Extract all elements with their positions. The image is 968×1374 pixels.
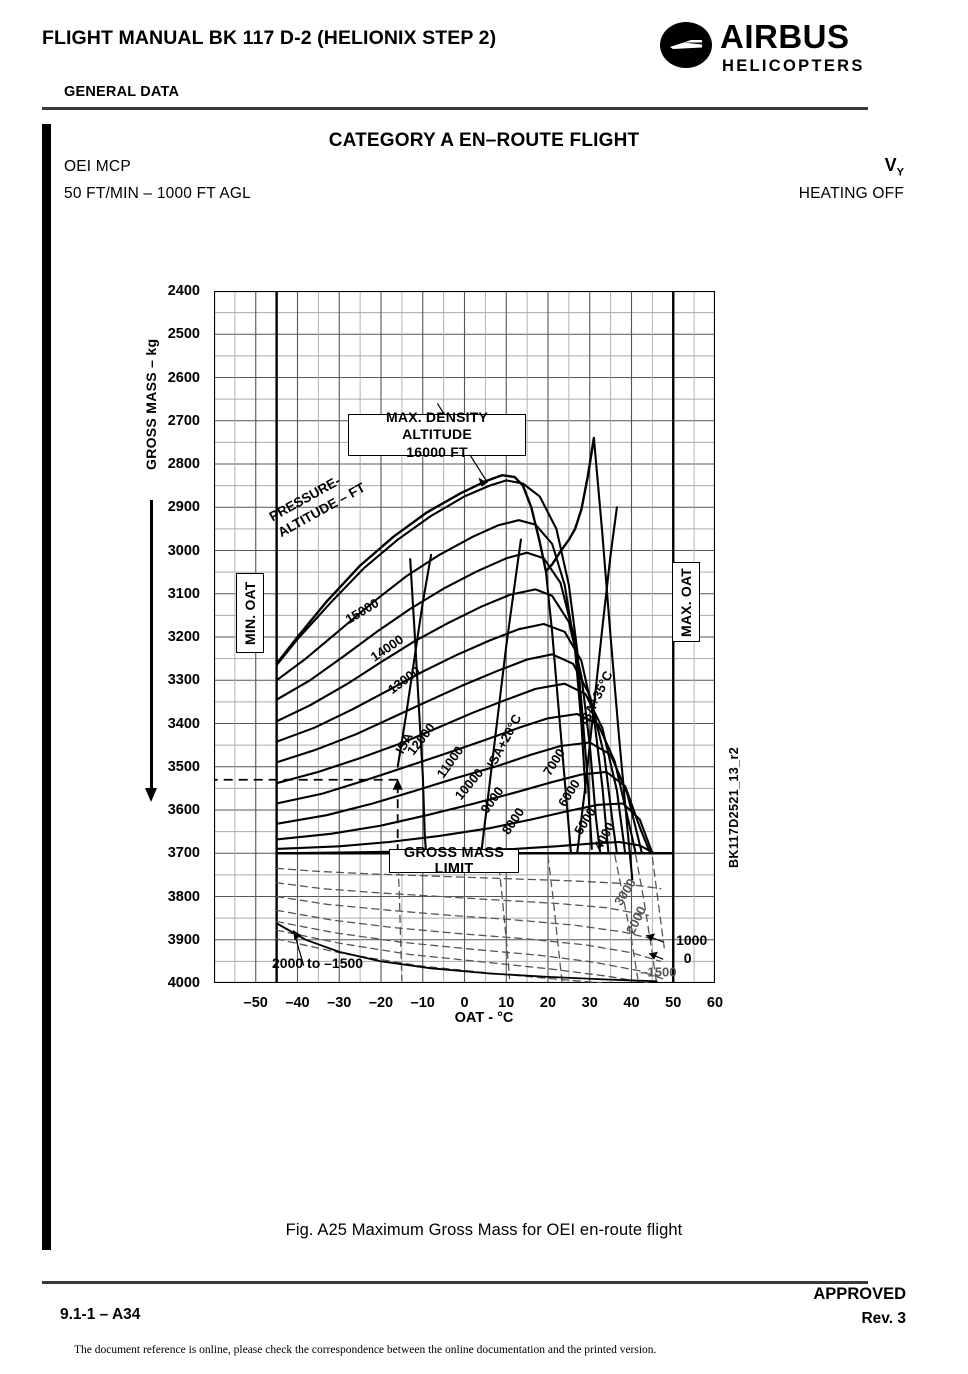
y-axis-tick-label: 2900 (167, 499, 200, 516)
x-axis-tick-label: –10 (410, 995, 435, 1011)
y-axis-tick-label: 2400 (167, 283, 200, 299)
manual-title: FLIGHT MANUAL BK 117 D-2 (HELIONIX STEP … (42, 27, 497, 49)
max-oat-label: MAX. OAT (672, 562, 700, 642)
chart-curves (214, 291, 675, 983)
y-axis-tick-label: 3000 (167, 542, 200, 559)
revision-number: Rev. 3 (861, 1310, 906, 1327)
y-axis-tick-label: 3200 (167, 629, 200, 645)
y-axis-tick-label: 2500 (167, 326, 200, 343)
condition-rate: 50 FT/MIN – 1000 FT AGL (64, 185, 251, 202)
figure-caption: Fig. A25 Maximum Gross Mass for OEI en-r… (285, 1221, 683, 1239)
header-divider (42, 107, 868, 110)
x-axis-tick-label: 50 (665, 995, 682, 1011)
x-axis-tick-label: 60 (706, 995, 724, 1011)
disclaimer-text: The document reference is online, please… (74, 1344, 657, 1356)
footer-divider (42, 1281, 868, 1284)
performance-chart (214, 291, 715, 983)
logo-brand-text: AIRBUS (720, 18, 850, 55)
x-axis-tick-label: 40 (623, 995, 640, 1011)
y-axis-tick-label: 3700 (167, 845, 200, 862)
heating-label: HEATING OFF (798, 185, 904, 202)
gross-mass-limit-label: GROSS MASS LIMIT (389, 845, 519, 877)
y-axis-tick-label: 3300 (167, 672, 200, 689)
x-axis-tick-label: 30 (581, 995, 598, 1011)
page-title: CATEGORY A EN–ROUTE FLIGHT (328, 130, 640, 151)
logo-swoosh-icon (670, 40, 702, 49)
x-axis-tick-label: 0 (460, 995, 469, 1011)
x-axis-tick-label: –20 (368, 995, 394, 1011)
example-readoff-lines (214, 778, 403, 854)
speed-subscript: Y (896, 166, 904, 179)
x-axis-tick-label: 10 (498, 995, 515, 1011)
y-axis-tick-label: 4000 (167, 975, 200, 991)
x-axis-tick-label: –40 (285, 995, 310, 1011)
x-axis-tick-label: –50 (243, 995, 268, 1011)
mda-line1: MAX. DENSITY ALTITUDE (386, 408, 488, 443)
approval-status: APPROVED (813, 1285, 906, 1303)
y-axis-tick-label: 3600 (167, 802, 200, 818)
y-axis-tick-label: 3800 (167, 888, 200, 905)
y-axis-tick-label: 3100 (167, 585, 200, 602)
speed-v: V (884, 155, 897, 175)
y-axis-tick-label: 3400 (167, 715, 200, 732)
max-density-altitude-callout: MAX. DENSITY ALTITUDE 16000 FT (348, 409, 526, 460)
dashed-curve-range-label: 2000 to –1500 (272, 955, 364, 971)
y-axis-tick-label: 2800 (167, 456, 200, 472)
curve-label: 0 (683, 949, 692, 966)
condition-power: OEI MCP (64, 158, 131, 175)
section-label: GENERAL DATA (64, 84, 180, 100)
min-oat-label: MIN. OAT (236, 573, 264, 653)
y-axis-tick-label: 2700 (167, 412, 200, 429)
x-axis-tick-label: 20 (539, 995, 557, 1011)
y-axis-title: GROSS MASS – kg (143, 338, 159, 470)
curve-label: –1500 (640, 964, 677, 980)
page-number: 9.1-1 – A34 (60, 1306, 141, 1323)
y-axis-tick-label: 3900 (167, 931, 200, 948)
x-axis-title: OAT - °C (454, 1010, 514, 1026)
change-bar (42, 124, 51, 1250)
y-axis-tick-label: 2600 (167, 369, 200, 386)
x-axis-tick-label: –30 (327, 995, 352, 1011)
mda-line2: 16000 FT (406, 443, 468, 460)
speed-label: VY (885, 155, 904, 179)
y-axis-tick-label: 3500 (167, 758, 200, 775)
airbus-helicopters-logo: AIRBUS HELICOPTERS (660, 20, 910, 82)
y-axis-direction-arrow-icon (145, 500, 156, 802)
curve-label: 1000 (676, 931, 708, 948)
drawing-reference: BK117D2521_13_r2 (727, 746, 741, 868)
logo-sub-text: HELICOPTERS (722, 57, 865, 75)
